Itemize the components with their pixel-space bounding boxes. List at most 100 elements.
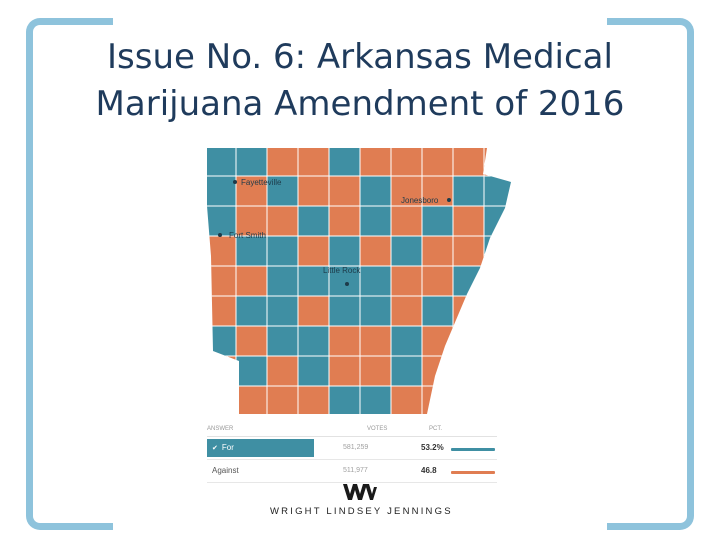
answer-label: Against (212, 466, 239, 475)
county-region (390, 385, 423, 414)
logo-mark-icon (343, 484, 377, 500)
county-region (266, 295, 299, 327)
city-label-jonesboro: Jonesboro (401, 196, 439, 205)
county-region (328, 295, 361, 327)
county-region (328, 235, 361, 267)
county-region (483, 265, 511, 297)
county-region (452, 235, 485, 267)
county-region (483, 385, 511, 414)
pct-bar (451, 448, 495, 451)
county-region (235, 148, 268, 177)
county-region (207, 235, 237, 267)
county-region (452, 295, 485, 327)
answer-cell: ✔ For (207, 439, 314, 457)
slide-title-line2: Marijuana Amendment of 2016 (95, 84, 625, 124)
county-region (390, 265, 423, 297)
county-region (266, 148, 299, 177)
county-region (390, 355, 423, 387)
county-region (207, 148, 237, 177)
county-region (452, 355, 485, 387)
pct-value: 53.2% (421, 443, 444, 452)
city-marker-fayetteville: Fayetteville (233, 178, 282, 187)
county-region (421, 205, 454, 237)
county-region (452, 175, 485, 207)
county-region (328, 205, 361, 237)
county-region (328, 148, 361, 177)
county-region (207, 325, 237, 357)
votes-value: 581,259 (343, 444, 369, 451)
answer-label: For (221, 443, 234, 452)
city-markers: Fayetteville Jonesboro Fort Smith Little… (218, 178, 451, 286)
city-marker-jonesboro: Jonesboro (401, 196, 451, 205)
county-region (266, 265, 299, 297)
county-region (483, 205, 511, 237)
county-region (328, 355, 361, 387)
county-region (421, 295, 454, 327)
city-label-fayetteville: Fayetteville (241, 178, 282, 187)
county-region (207, 175, 237, 207)
city-dot (345, 282, 349, 286)
logo-text: WRIGHT LINDSEY JENNINGS (270, 506, 453, 517)
county-region (207, 355, 237, 387)
result-row-against: Against 511,977 46.8 (207, 460, 497, 483)
county-region (207, 295, 237, 327)
county-region (483, 295, 511, 327)
county-region (207, 205, 237, 237)
county-region (297, 205, 330, 237)
county-region (297, 385, 330, 414)
county-region (359, 175, 392, 207)
county-region (483, 235, 511, 267)
county-region (483, 355, 511, 387)
pct-value: 46.8 (421, 466, 437, 475)
county-region (207, 385, 237, 414)
city-marker-little-rock: Little Rock (323, 266, 361, 286)
county-region (359, 265, 392, 297)
county-region (297, 325, 330, 357)
county-region (359, 205, 392, 237)
county-region (266, 205, 299, 237)
arkansas-county-map-svg: Fayetteville Jonesboro Fort Smith Little… (207, 148, 511, 414)
county-region (266, 355, 299, 387)
county-region (297, 355, 330, 387)
county-region (328, 325, 361, 357)
county-region (452, 385, 485, 414)
county-region (421, 235, 454, 267)
county-region (390, 325, 423, 357)
county-region (390, 205, 423, 237)
county-region (266, 385, 299, 414)
city-label-fort-smith: Fort Smith (229, 231, 266, 240)
county-region (452, 148, 485, 177)
county-region (421, 385, 454, 414)
county-region (235, 295, 268, 327)
county-region (235, 235, 268, 267)
county-region (483, 148, 511, 177)
city-marker-fort-smith: Fort Smith (218, 231, 266, 240)
county-region (421, 265, 454, 297)
county-region (359, 295, 392, 327)
county-region (235, 325, 268, 357)
city-dot (218, 233, 222, 237)
county-region (390, 148, 423, 177)
result-row-for: ✔ For 581,259 53.2% (207, 437, 497, 460)
county-region (421, 175, 454, 207)
county-region (207, 265, 237, 297)
votes-value: 511,977 (343, 467, 368, 474)
county-region (297, 175, 330, 207)
county-region (359, 325, 392, 357)
county-region (359, 355, 392, 387)
county-results-map: Fayetteville Jonesboro Fort Smith Little… (205, 146, 515, 416)
county-region (452, 205, 485, 237)
header-pct: PCT. (429, 426, 443, 432)
county-region (390, 295, 423, 327)
company-logo: WRIGHT LINDSEY JENNINGS (270, 484, 453, 517)
results-table: ANSWER VOTES PCT. ✔ For 581,259 53.2% Aga… (207, 424, 497, 483)
county-region (359, 385, 392, 414)
city-dot (233, 180, 237, 184)
county-region (452, 325, 485, 357)
county-region (359, 235, 392, 267)
right-frame-bracket (607, 18, 694, 530)
county-region (452, 265, 485, 297)
county-region (297, 295, 330, 327)
county-region (266, 175, 299, 207)
county-region (483, 325, 511, 357)
